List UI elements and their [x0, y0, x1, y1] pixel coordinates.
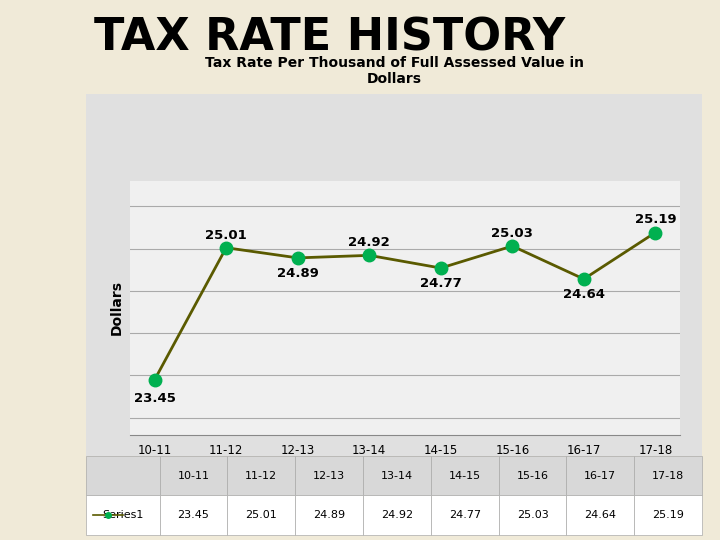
Polygon shape	[14, 0, 130, 540]
Series1	[651, 230, 660, 236]
Text: 23.45: 23.45	[134, 392, 176, 405]
Y-axis label: Dollars: Dollars	[110, 280, 124, 335]
Series1	[580, 276, 588, 282]
Series1	[508, 243, 517, 249]
Series1	[150, 376, 159, 383]
Text: TAX RATE HISTORY: TAX RATE HISTORY	[94, 16, 564, 59]
Series1	[365, 252, 374, 259]
Series1	[222, 245, 230, 251]
Text: 24.77: 24.77	[420, 277, 462, 290]
Text: 24.64: 24.64	[563, 288, 605, 301]
Line: Series1: Series1	[148, 226, 662, 386]
Text: 25.19: 25.19	[634, 213, 676, 226]
Text: 24.89: 24.89	[276, 267, 319, 280]
Title: Tax Rate Per Thousand of Full Assessed Value in
Dollars: Tax Rate Per Thousand of Full Assessed V…	[204, 56, 584, 86]
Text: 24.92: 24.92	[348, 236, 390, 249]
Series1	[436, 265, 445, 271]
Text: 25.01: 25.01	[205, 228, 247, 241]
Series1	[293, 255, 302, 261]
Text: 25.03: 25.03	[491, 227, 534, 240]
